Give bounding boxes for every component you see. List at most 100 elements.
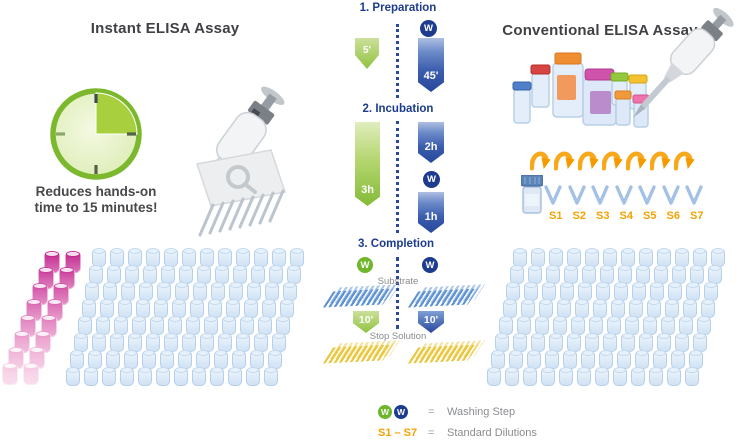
microplate-well [559,367,573,386]
microplate-well [613,367,627,386]
microplate-well [265,282,279,301]
microplate-well [138,367,152,386]
timeline-dotted-line [396,24,399,98]
microplate-well [160,350,174,369]
microplate-well [685,367,699,386]
microplate-well [110,333,124,352]
microplate-well [491,350,505,369]
microplate-well [700,299,715,318]
dilution-label-s7: S7 [690,210,704,222]
microplate-well [624,316,639,335]
microplate-well [689,350,703,369]
dilution-label-s5: S5 [643,210,657,222]
microplate-well [509,265,524,284]
microplate-row [509,265,726,284]
microplate-well [200,248,214,267]
microplate-well [229,282,243,301]
dilution-labels: S1 S2 S3 S4 S5 S6 S7 [544,210,709,222]
microplate-well [92,248,106,267]
microplate-well [81,299,96,318]
sample-strip-row [2,363,81,385]
microplate-well [156,367,170,386]
microplate-well [103,282,117,301]
microplate-well [524,282,538,301]
instant-substrate-time: 10' [358,314,374,326]
microplate-well [578,282,592,301]
microplate-well [563,350,577,369]
microplate-well [178,350,192,369]
transfer-arrow-icon [626,147,648,173]
microplate-row [498,316,726,335]
dilution-tube-icon [591,185,609,205]
microplate-well [264,367,278,386]
microplate-well [228,367,242,386]
microplate-well [290,248,304,267]
multichannel-pipette-icon [196,86,286,237]
instant-incubation-ribbon: 3h [355,122,380,206]
substrate-tips-conventional [407,284,485,308]
microplate-well [174,367,188,386]
microplate-well [261,299,276,318]
microplate-well [606,316,621,335]
sample-well [23,363,39,385]
microplate-well [236,333,250,352]
dilution-tube-icon [685,185,703,205]
microplate-row [513,248,725,267]
microplate-well [631,367,645,386]
conventional-incubation-time-1: 2h [424,141,438,153]
microplate-well [653,265,668,284]
microplate-well [693,333,707,352]
reagent-bottles-icon [512,52,650,128]
substrate-tips-instant [322,284,400,308]
transfer-arrow-icon [674,147,696,173]
dilution-tubes [544,185,703,206]
microplate-well [102,367,116,386]
microplate-well [175,282,189,301]
microplate-row [491,350,725,369]
clock-icon [50,88,142,180]
dilution-tube-icon [638,185,656,205]
dilution-label-s1: S1 [549,210,563,222]
single-pipette-icon [633,7,734,118]
microplate-well [516,316,531,335]
microplate-well [106,350,120,369]
stop-solution-tips-conventional [407,340,485,364]
dilution-tube-icon [661,185,680,205]
microplate-well [635,265,650,284]
microplate-conventional [487,248,726,386]
microplate-well [92,333,106,352]
substrate-label: Substrate [377,276,419,287]
microplate-well [596,282,610,301]
microplate-instant [66,248,304,386]
instant-substrate-time-badge: 10' [353,311,379,333]
wash-symbol: W [427,174,436,185]
microplate-well [563,265,578,284]
microplate-well [192,367,206,386]
microplate-well [268,350,282,369]
legend-wash-icon-green: W [378,405,392,419]
microplate-well [275,316,290,335]
microplate-well [704,282,718,301]
legend-dilution-label: Standard Dilutions [447,427,537,439]
stop-solution-label: Stop Solution [369,331,427,342]
microplate-well [495,333,509,352]
microplate-well [171,299,186,318]
microplate-well [66,367,80,386]
microplate-well [667,367,681,386]
microplate-well [639,248,653,267]
microplate-well [505,367,519,386]
microplate-well [577,367,591,386]
legend-dilution-equals: = [428,427,435,439]
microplate-well [549,333,563,352]
microplate-well [268,265,283,284]
dilution-label-s4: S4 [619,210,633,222]
microplate-well [210,367,224,386]
section-header-incubation: 2. Incubation [362,103,434,115]
microplate-well [617,265,632,284]
standard-vial-icon [521,175,543,214]
microplate-well [610,299,625,318]
microplate-well [178,265,193,284]
microplate-well [254,333,268,352]
microplate-well [214,265,229,284]
